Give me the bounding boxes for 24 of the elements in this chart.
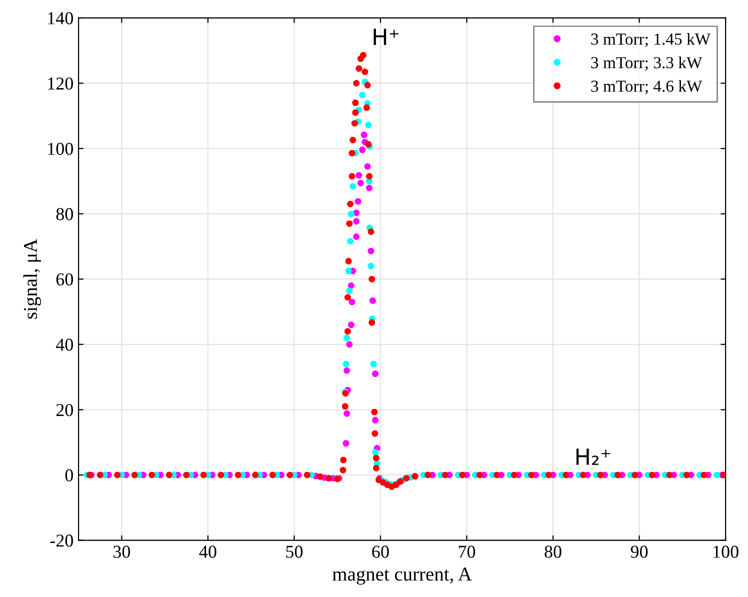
x-tick-label: 50	[286, 546, 303, 558]
y-tick-label: 100	[48, 142, 73, 155]
y-tick-label: 80	[56, 208, 73, 220]
y-tick-label: -20	[50, 534, 73, 547]
x-tick-label: 100	[714, 546, 738, 558]
x-tick-label: 80	[544, 546, 562, 558]
y-tick-label: 0	[65, 469, 73, 482]
y-tick-label: 40	[56, 338, 73, 351]
x-tick-label: 90	[630, 546, 648, 558]
legend-label: 3 mTorr; 1.45 kW	[591, 33, 711, 48]
y-tick-label: 60	[56, 273, 73, 286]
x-tick-label: 70	[458, 546, 476, 558]
x-tick-label: 60	[372, 546, 389, 558]
x-axis-title: magnet current, A	[332, 568, 472, 585]
x-tick-label: 40	[199, 546, 216, 558]
annotation: H⁺	[374, 28, 399, 45]
y-tick-label: 120	[48, 77, 73, 90]
y-tick-label: 20	[56, 404, 73, 416]
y-axis-title: signal, μA	[23, 238, 42, 319]
annotation: H₂⁺	[576, 448, 610, 465]
legend-label: 3 mTorr; 4.6 kW	[591, 80, 702, 94]
x-tick-label: 30	[114, 546, 130, 558]
y-tick-label: 140	[48, 12, 73, 24]
legend-label: 3 mTorr; 3.3 kW	[591, 56, 702, 71]
